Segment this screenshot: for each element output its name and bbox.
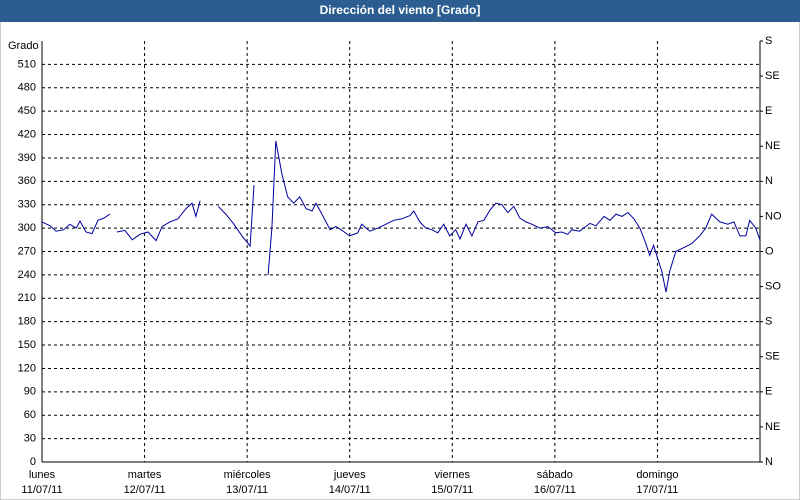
y-tick-label: 30 <box>24 433 36 445</box>
y-tick-label: 360 <box>18 175 36 187</box>
y2-tick-label: NE <box>765 421 780 433</box>
y2-tick-label: E <box>765 386 772 398</box>
data-line <box>41 213 111 235</box>
y-tick-label: 150 <box>18 339 36 351</box>
y2-tick-label: NO <box>765 210 782 222</box>
y-tick-label: 510 <box>18 58 36 70</box>
y-tick-label: 480 <box>18 82 36 94</box>
y2-tick-label: SE <box>765 70 780 82</box>
y-tick-label: 90 <box>24 386 36 398</box>
y-tick-label: 300 <box>18 222 36 234</box>
title-bar <box>0 0 800 22</box>
y-tick-label: 0 <box>30 456 36 468</box>
y2-tick-label: S <box>765 35 772 47</box>
x-tick-label: domingo <box>636 469 678 481</box>
y-tick-label: 420 <box>18 128 36 140</box>
data-line <box>267 140 761 293</box>
data-line <box>116 200 201 242</box>
y2-tick-label: N <box>765 456 773 468</box>
x-tick-label: lunes <box>29 469 56 481</box>
y-axis-label: Grado <box>8 40 39 52</box>
y2-tick-label: N <box>765 175 773 187</box>
y2-tick-label: S <box>765 316 772 328</box>
data-line <box>217 185 255 248</box>
x-tick-label: martes <box>128 469 162 481</box>
x-tick-label: 11/07/11 <box>21 484 62 496</box>
y-tick-label: 120 <box>18 362 36 374</box>
x-tick-label: viernes <box>435 469 471 481</box>
x-tick-label: 14/07/11 <box>329 484 371 496</box>
chart-title: Dirección del viento [Grado] <box>320 3 481 17</box>
y2-tick-label: O <box>765 245 774 257</box>
y2-tick-label: SO <box>765 280 781 292</box>
x-tick-label: 15/07/11 <box>431 484 473 496</box>
y-tick-label: 450 <box>18 105 36 117</box>
x-tick-label: miércoles <box>224 469 272 481</box>
y-tick-label: 180 <box>18 316 36 328</box>
x-tick-label: 17/07/11 <box>636 484 678 496</box>
y-tick-label: 240 <box>18 269 36 281</box>
y-tick-label: 60 <box>24 409 36 421</box>
x-tick-label: 13/07/11 <box>226 484 268 496</box>
y-tick-label: 210 <box>18 292 36 304</box>
y-tick-label: 330 <box>18 199 36 211</box>
y2-tick-label: E <box>765 105 772 117</box>
y2-tick-label: SE <box>765 351 780 363</box>
x-tick-label: jueves <box>333 469 366 481</box>
y-tick-label: 390 <box>18 152 36 164</box>
x-tick-label: sábado <box>537 469 573 481</box>
x-tick-label: 12/07/11 <box>124 484 166 496</box>
y-tick-label: 270 <box>18 245 36 257</box>
y2-tick-label: NE <box>765 140 780 152</box>
x-tick-label: 16/07/11 <box>534 484 576 496</box>
